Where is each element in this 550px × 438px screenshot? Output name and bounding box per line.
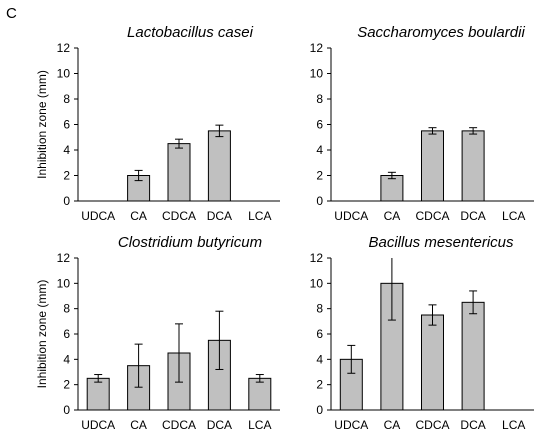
y-axis-title: Inhibition zone (mm) — [35, 280, 49, 389]
panel-label: C — [6, 5, 17, 22]
y-tick-label: 6 — [63, 118, 70, 132]
bar-udca — [86, 377, 110, 411]
x-category-label: CDCA — [162, 418, 196, 432]
y-tick-label: 10 — [310, 67, 324, 81]
x-category-label: CDCA — [162, 209, 196, 223]
y-tick-label: 4 — [316, 352, 323, 366]
y-tick-label: 4 — [63, 352, 70, 366]
y-tick-label: 2 — [63, 169, 70, 183]
chart-title: Bacillus mesentericus — [368, 234, 514, 251]
x-category-label: DCA — [207, 209, 232, 223]
x-category-label: CA — [130, 418, 147, 432]
chart-panel-1: Lactobacillus casei Inhibition zone (mm) 0… — [35, 24, 280, 223]
x-category-label: LCA — [502, 209, 525, 223]
y-tick-label: 8 — [316, 92, 323, 106]
chart-panel-2: Saccharomyces boulardii 0 2 4 6 8 10 12 UDCA CA CD… — [310, 24, 534, 223]
y-axis-title: Inhibition zone (mm) — [35, 70, 49, 179]
x-category-label: UDCA — [81, 418, 115, 432]
y-tick-label: 0 — [316, 194, 323, 208]
bar-cdca — [421, 130, 444, 202]
chart-title: Saccharomyces boulardii — [357, 24, 525, 41]
x-category-label: CA — [384, 209, 401, 223]
y-tick-label: 8 — [63, 302, 70, 316]
y-tick-label: 8 — [63, 92, 70, 106]
x-category-label: CA — [130, 209, 147, 223]
bar-lca — [248, 377, 272, 411]
x-category-label: LCA — [502, 418, 525, 432]
x-category-label: LCA — [248, 418, 271, 432]
y-tick-label: 6 — [316, 118, 323, 132]
y-tick-label: 0 — [63, 403, 70, 417]
chart-panel-4: Bacillus mesentericus 0 2 4 6 8 10 12 UDCA CA CDCA… — [310, 234, 534, 432]
x-category-label: UDCA — [334, 418, 368, 432]
x-category-label: CA — [384, 418, 401, 432]
y-tick-label: 2 — [63, 378, 70, 392]
y-tick-label: 10 — [310, 276, 324, 290]
x-category-label: LCA — [248, 209, 271, 223]
y-tick-label: 6 — [316, 327, 323, 341]
bar-cdca — [167, 143, 191, 202]
x-category-label: DCA — [207, 418, 232, 432]
x-category-label: UDCA — [81, 209, 115, 223]
chart-panel-3: Clostridium butyricum Inhibition zone (mm… — [35, 234, 280, 432]
y-tick-label: 8 — [316, 302, 323, 316]
bar-cdca — [421, 314, 444, 411]
y-tick-label: 0 — [316, 403, 323, 417]
y-tick-label: 2 — [316, 169, 323, 183]
x-category-label: CDCA — [415, 209, 449, 223]
y-tick-label: 4 — [316, 143, 323, 157]
y-tick-label: 0 — [63, 194, 70, 208]
charts-container: Lactobacillus casei Inhibition zone (mm) 0… — [35, 24, 534, 432]
x-category-label: CDCA — [415, 418, 449, 432]
bar-dca — [461, 301, 485, 411]
x-category-label: DCA — [460, 209, 485, 223]
y-tick-label: 10 — [57, 276, 71, 290]
y-tick-label: 2 — [316, 378, 323, 392]
y-tick-label: 12 — [310, 251, 324, 265]
x-category-label: UDCA — [334, 209, 368, 223]
x-category-label: DCA — [460, 418, 485, 432]
y-tick-label: 12 — [57, 251, 71, 265]
y-tick-label: 4 — [63, 143, 70, 157]
chart-title: Lactobacillus casei — [127, 24, 254, 41]
bar-ca — [380, 175, 404, 202]
y-tick-label: 12 — [57, 41, 71, 55]
bar-dca — [207, 130, 231, 202]
y-tick-label: 12 — [310, 41, 324, 55]
y-tick-label: 6 — [63, 327, 70, 341]
chart-title: Clostridium butyricum — [118, 234, 262, 251]
bar-dca — [461, 130, 485, 202]
y-tick-label: 10 — [57, 67, 71, 81]
